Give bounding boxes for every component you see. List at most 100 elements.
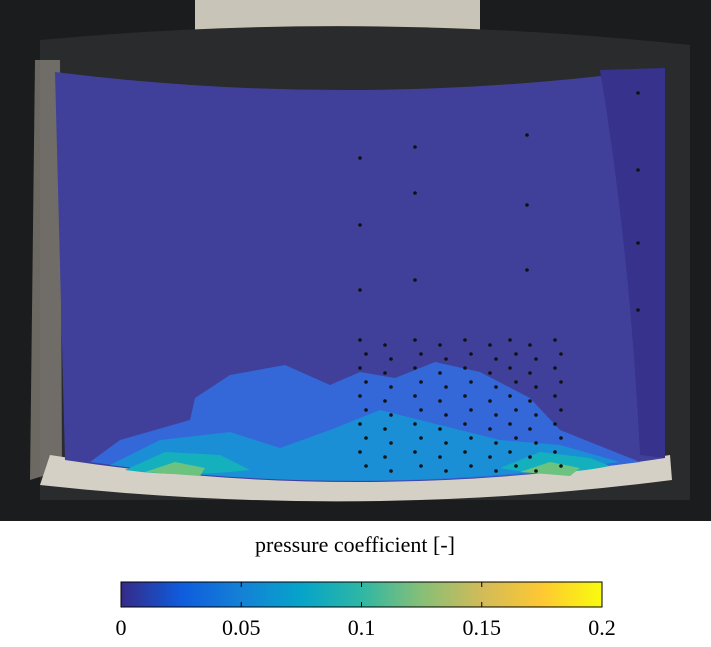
tap <box>444 469 448 473</box>
tap <box>469 380 473 384</box>
tap <box>413 145 417 149</box>
tap <box>389 441 393 445</box>
tap <box>358 422 362 426</box>
contour-level <box>520 462 580 476</box>
tap <box>636 168 640 172</box>
tap <box>528 399 532 403</box>
tap <box>463 394 467 398</box>
pressure-taps <box>358 91 640 473</box>
colorbar-label: pressure coefficient [-] <box>255 532 455 557</box>
tap <box>383 455 387 459</box>
tap <box>389 385 393 389</box>
tap <box>528 427 532 431</box>
tap <box>494 413 498 417</box>
tap <box>419 408 423 412</box>
tap <box>463 450 467 454</box>
contour-level <box>500 452 610 473</box>
tap <box>419 436 423 440</box>
tap <box>463 366 467 370</box>
tap <box>508 366 512 370</box>
tap <box>494 385 498 389</box>
tap <box>636 241 640 245</box>
tap <box>488 427 492 431</box>
tap <box>469 352 473 356</box>
tap <box>413 278 417 282</box>
contour-level <box>110 410 620 481</box>
tap <box>488 455 492 459</box>
tap <box>525 133 529 137</box>
tap <box>553 450 557 454</box>
tap <box>508 394 512 398</box>
tap <box>358 338 362 342</box>
tap <box>413 191 417 195</box>
tap <box>488 343 492 347</box>
tap <box>508 422 512 426</box>
tap <box>553 422 557 426</box>
tap <box>636 308 640 312</box>
tap <box>358 156 362 160</box>
tap <box>444 357 448 361</box>
tap <box>525 268 529 272</box>
tap <box>534 441 538 445</box>
tap <box>438 371 442 375</box>
tap <box>389 469 393 473</box>
contour-level <box>145 462 205 476</box>
tap <box>534 413 538 417</box>
pressure-surface <box>600 68 665 458</box>
tap <box>389 413 393 417</box>
tap <box>559 408 563 412</box>
tap <box>364 380 368 384</box>
tap <box>514 380 518 384</box>
tap <box>469 436 473 440</box>
tap <box>494 469 498 473</box>
tick-label: 0.05 <box>222 615 261 640</box>
tap <box>358 366 362 370</box>
tap <box>559 380 563 384</box>
tap <box>488 399 492 403</box>
tap <box>358 288 362 292</box>
tape <box>30 60 62 480</box>
tap <box>525 203 529 207</box>
tap <box>494 441 498 445</box>
tap <box>559 464 563 468</box>
tap <box>534 385 538 389</box>
tick-label: 0.15 <box>463 615 502 640</box>
tap <box>444 385 448 389</box>
tap <box>383 399 387 403</box>
tap <box>514 352 518 356</box>
tap <box>383 371 387 375</box>
tap <box>514 464 518 468</box>
photo <box>0 0 711 521</box>
tap <box>444 441 448 445</box>
tick-label: 0.1 <box>348 615 376 640</box>
tick-label: 0 <box>116 615 127 640</box>
tap <box>419 352 423 356</box>
tap <box>463 422 467 426</box>
tap <box>534 469 538 473</box>
colorbar-ticks: 0 0.05 0.1 0.15 0.2 <box>116 582 616 640</box>
tap <box>413 366 417 370</box>
tap <box>438 399 442 403</box>
tap <box>444 413 448 417</box>
tap <box>528 343 532 347</box>
tap <box>636 91 640 95</box>
tap <box>383 343 387 347</box>
tap <box>419 464 423 468</box>
tap <box>413 450 417 454</box>
tap <box>488 371 492 375</box>
tape <box>40 455 672 502</box>
tap <box>559 352 563 356</box>
tap <box>438 343 442 347</box>
tap <box>438 427 442 431</box>
tap <box>559 436 563 440</box>
tap <box>364 408 368 412</box>
tap <box>514 408 518 412</box>
tap <box>438 455 442 459</box>
tap <box>528 371 532 375</box>
tap <box>383 427 387 431</box>
tick-label: 0.2 <box>588 615 616 640</box>
tap <box>469 464 473 468</box>
pressure-surface <box>55 68 665 483</box>
